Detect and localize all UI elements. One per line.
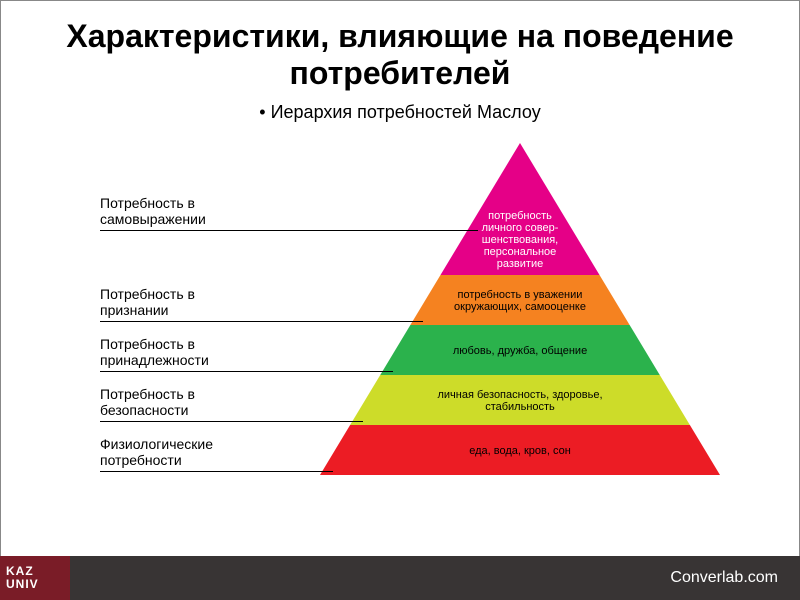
connector-0 bbox=[100, 230, 478, 231]
pyramid-level-3-text-0: личная безопасность, здоровье, bbox=[437, 389, 602, 401]
level-label-0-line-0: Потребность в bbox=[100, 195, 300, 212]
pyramid-level-0-text-4: развитие bbox=[497, 258, 543, 270]
footer-logo: KAZ UNIV bbox=[0, 556, 70, 600]
level-label-2-line-1: принадлежности bbox=[100, 352, 300, 369]
pyramid-level-3-text-1: стабильность bbox=[485, 401, 555, 413]
pyramid-level-2-text-0: любовь, дружба, общение bbox=[453, 345, 587, 357]
slide-subtitle: Иерархия потребностей Маслоу bbox=[0, 102, 800, 123]
level-label-4: Физиологическиепотребности bbox=[100, 436, 300, 470]
footer-source: Converlab.com bbox=[70, 556, 800, 600]
pyramid-level-0-text-1: личного совер- bbox=[482, 222, 559, 234]
maslow-pyramid: потребностьличного совер-шенствования,пе… bbox=[310, 143, 730, 483]
connector-1 bbox=[100, 321, 423, 322]
pyramid-level-0-text-2: шенствования, bbox=[482, 234, 558, 246]
level-label-2-line-0: Потребность в bbox=[100, 336, 300, 353]
level-label-3-line-1: безопасности bbox=[100, 402, 300, 419]
level-label-4-line-1: потребности bbox=[100, 452, 300, 469]
level-label-3: Потребность вбезопасности bbox=[100, 386, 300, 420]
pyramid-level-0-text-0: потребность bbox=[488, 210, 552, 222]
slide-title: Характеристики, влияющие на поведение по… bbox=[0, 0, 800, 98]
pyramid-level-1-text-1: окружающих, самооценке bbox=[454, 301, 586, 313]
level-label-1-line-1: признании bbox=[100, 302, 300, 319]
level-label-2: Потребность впринадлежности bbox=[100, 336, 300, 370]
pyramid-level-1-text-0: потребность в уважении bbox=[458, 289, 583, 301]
footer-source-text: Converlab.com bbox=[670, 569, 778, 587]
level-label-4-line-0: Физиологические bbox=[100, 436, 300, 453]
content-area: потребностьличного совер-шенствования,пе… bbox=[0, 133, 800, 553]
level-label-1-line-0: Потребность в bbox=[100, 286, 300, 303]
connector-2 bbox=[100, 371, 393, 372]
footer-bar: KAZ UNIV Converlab.com bbox=[0, 556, 800, 600]
pyramid-level-0-text-3: персональное bbox=[484, 246, 557, 258]
footer-logo-line2: UNIV bbox=[6, 578, 70, 591]
level-label-0: Потребность всамовыражении bbox=[100, 195, 300, 229]
pyramid-level-4-text-0: еда, вода, кров, сон bbox=[469, 445, 571, 457]
connector-3 bbox=[100, 421, 363, 422]
level-label-1: Потребность впризнании bbox=[100, 286, 300, 320]
connector-4 bbox=[100, 471, 333, 472]
level-label-0-line-1: самовыражении bbox=[100, 211, 300, 228]
level-label-3-line-0: Потребность в bbox=[100, 386, 300, 403]
